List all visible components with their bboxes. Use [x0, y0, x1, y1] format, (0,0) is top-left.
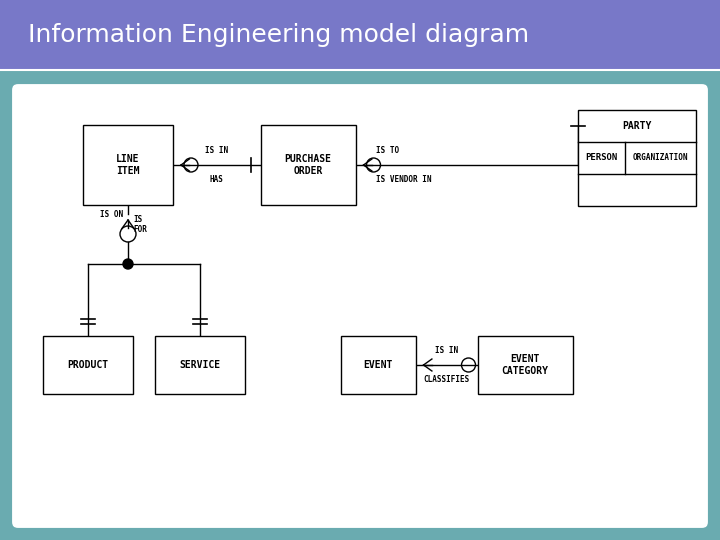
- Text: CLASSIFIES: CLASSIFIES: [423, 375, 469, 384]
- Bar: [261, 125, 356, 205]
- Text: PURCHASE
ORDER: PURCHASE ORDER: [284, 154, 331, 176]
- Text: IS
FOR: IS FOR: [133, 215, 147, 234]
- Text: LINE
ITEM: LINE ITEM: [116, 154, 140, 176]
- Bar: [0, 0, 720, 70]
- Text: HAS: HAS: [210, 175, 224, 184]
- Text: EVENT: EVENT: [364, 360, 392, 370]
- Text: IS ON: IS ON: [100, 210, 123, 219]
- Bar: [578, 110, 696, 206]
- Bar: [43, 336, 133, 394]
- Text: Information Engineering model diagram: Information Engineering model diagram: [28, 23, 529, 47]
- Text: ORGANIZATION: ORGANIZATION: [633, 153, 688, 163]
- Text: PERSON: PERSON: [585, 153, 618, 163]
- Text: PARTY: PARTY: [622, 121, 652, 131]
- Text: IS TO: IS TO: [376, 146, 399, 155]
- Bar: [155, 336, 245, 394]
- Text: IS VENDOR IN: IS VENDOR IN: [376, 175, 431, 184]
- Bar: [341, 336, 415, 394]
- Text: IS IN: IS IN: [435, 346, 458, 355]
- Bar: [83, 125, 173, 205]
- Circle shape: [123, 259, 133, 269]
- Text: SERVICE: SERVICE: [179, 360, 220, 370]
- FancyBboxPatch shape: [10, 82, 710, 530]
- Bar: [477, 336, 572, 394]
- Text: PRODUCT: PRODUCT: [68, 360, 109, 370]
- Text: EVENT
CATEGORY: EVENT CATEGORY: [502, 354, 549, 376]
- Text: IS IN: IS IN: [205, 146, 228, 155]
